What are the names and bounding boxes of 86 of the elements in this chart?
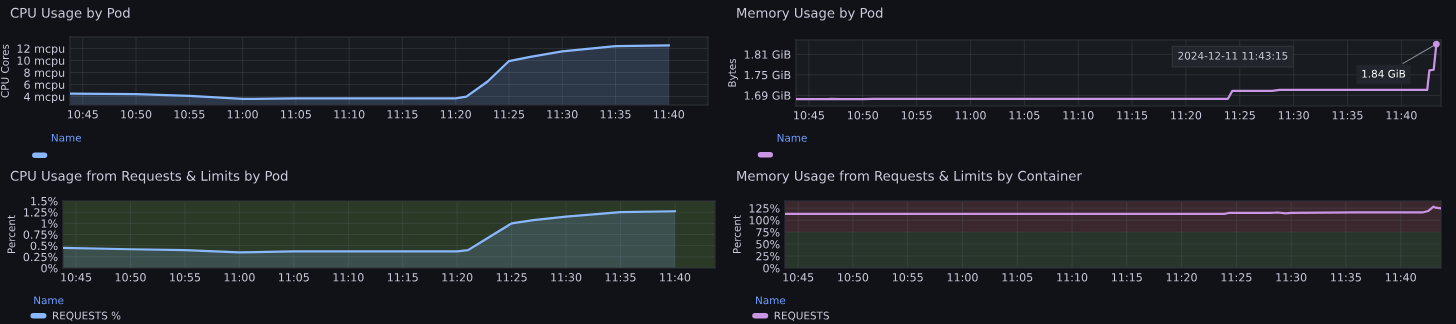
- legend-title: Name: [34, 296, 64, 305]
- x-tick-label: 11:40: [1385, 273, 1416, 282]
- x-tick-label: 11:10: [1057, 273, 1088, 282]
- x-tick-label: 11:20: [1171, 111, 1202, 120]
- x-tick-label: 11:25: [1221, 273, 1252, 282]
- x-tick-label: 11:10: [1063, 111, 1094, 120]
- y-tick-label: 0.75%: [23, 230, 58, 239]
- line-series: [785, 205, 1441, 216]
- x-tick-label: 10:45: [68, 110, 98, 119]
- x-tick-label: 11:00: [224, 273, 255, 282]
- y-tick-label: 6 mcpu: [24, 80, 65, 92]
- y-tick-label: 0.25%: [23, 252, 58, 262]
- x-tick-label: 10:50: [838, 273, 869, 282]
- x-tick-label: 10:50: [115, 273, 146, 282]
- annotation: 1.84 GiB: [1362, 69, 1406, 78]
- y-tick-label: 75%: [756, 228, 780, 237]
- y-tick-label: 1.5%: [31, 196, 58, 206]
- legend-title: Name: [777, 134, 807, 142]
- chart-title: CPU Usage from Requests & Limits by Pod: [10, 170, 288, 184]
- x-tick-label: 11:15: [387, 110, 418, 119]
- y-tick-label: 50%: [756, 240, 780, 249]
- y-axis-title: Bytes: [728, 58, 738, 87]
- x-tick-label: 11:35: [605, 273, 636, 282]
- y-tick-label: 1.25%: [24, 208, 58, 217]
- chart-title: Memory Usage by Pod: [737, 7, 883, 21]
- y-tick-label: 1.75 GiB: [744, 70, 791, 80]
- x-tick-label: 11:15: [1117, 111, 1148, 120]
- y-tick-label: 8 mcpu: [24, 68, 65, 80]
- x-tick-label: 11:40: [660, 273, 691, 282]
- x-tick-label: 10:50: [121, 110, 152, 119]
- legend-title: Name: [756, 296, 786, 305]
- x-tick-label: 11:15: [1112, 273, 1142, 282]
- y-tick-label: 1.69 GiB: [744, 91, 791, 100]
- x-tick-label: 10:45: [794, 111, 824, 120]
- x-tick-label: 11:15: [387, 273, 418, 282]
- y-tick-label: 4 mcpu: [24, 92, 65, 104]
- x-tick-label: 10:55: [174, 110, 205, 119]
- x-tick-label: 11:05: [1002, 273, 1033, 282]
- x-tick-label: 11:35: [1332, 111, 1363, 120]
- x-tick-label: 11:20: [1166, 273, 1197, 282]
- x-tick-label: 10:55: [892, 273, 923, 282]
- x-tick-label: 10:45: [783, 273, 814, 282]
- y-axis-title: Percent: [733, 215, 741, 254]
- x-tick-label: 11:30: [1276, 273, 1307, 282]
- chart-title: CPU Usage by Pod: [10, 7, 130, 21]
- x-tick-label: 11:00: [955, 111, 986, 120]
- legend-label: REQUESTS %: [53, 311, 121, 321]
- x-tick-label: 11:05: [281, 110, 311, 119]
- y-tick-label: 25%: [756, 252, 780, 261]
- y-tick-label: 10 mcpu: [17, 56, 65, 67]
- x-tick-label: 11:35: [600, 110, 631, 119]
- x-tick-label: 11:25: [494, 110, 525, 119]
- y-tick-label: 1%: [41, 219, 58, 228]
- legend-label: REQUESTS: [774, 311, 829, 321]
- x-tick-label: 10:55: [170, 273, 201, 282]
- x-tick-label: 11:20: [440, 110, 471, 119]
- x-tick-label: 11:10: [334, 110, 365, 119]
- x-tick-label: 11:10: [333, 273, 364, 282]
- y-tick-label: 125%: [749, 204, 780, 213]
- y-tick-label: 12 mcpu: [17, 44, 65, 55]
- y-tick-label: 100%: [749, 216, 780, 225]
- y-tick-label: 0%: [41, 263, 58, 273]
- annotation: 2024-12-11 11:43:15: [1178, 51, 1288, 60]
- x-tick-label: 11:30: [1278, 111, 1309, 120]
- y-tick-label: 0%: [763, 263, 780, 273]
- y-tick-label: 1.81 GiB: [744, 50, 791, 59]
- x-tick-label: 11:00: [947, 273, 978, 282]
- x-tick-label: 11:05: [1009, 111, 1040, 120]
- x-tick-label: 10:50: [847, 111, 879, 120]
- x-tick-label: 11:25: [496, 273, 527, 282]
- x-tick-label: 11:40: [1386, 111, 1417, 120]
- x-tick-label: 11:05: [279, 273, 309, 282]
- x-tick-label: 10:45: [61, 273, 92, 282]
- x-tick-label: 11:25: [1225, 111, 1255, 120]
- y-axis-title: Percent: [7, 215, 16, 254]
- x-tick-label: 11:20: [442, 273, 473, 282]
- x-tick-label: 11:35: [1331, 273, 1361, 282]
- y-axis-title: CPU Cores: [0, 44, 9, 98]
- x-tick-label: 11:30: [547, 110, 578, 119]
- x-tick-label: 10:55: [901, 111, 932, 120]
- x-tick-label: 11:40: [654, 110, 685, 119]
- chart-title: Memory Usage from Requests & Limits by Container: [737, 170, 1082, 184]
- x-tick-label: 11:00: [227, 110, 258, 119]
- legend-title: Name: [51, 133, 82, 142]
- x-tick-label: 11:30: [551, 273, 582, 282]
- y-tick-label: 0.5%: [30, 241, 58, 251]
